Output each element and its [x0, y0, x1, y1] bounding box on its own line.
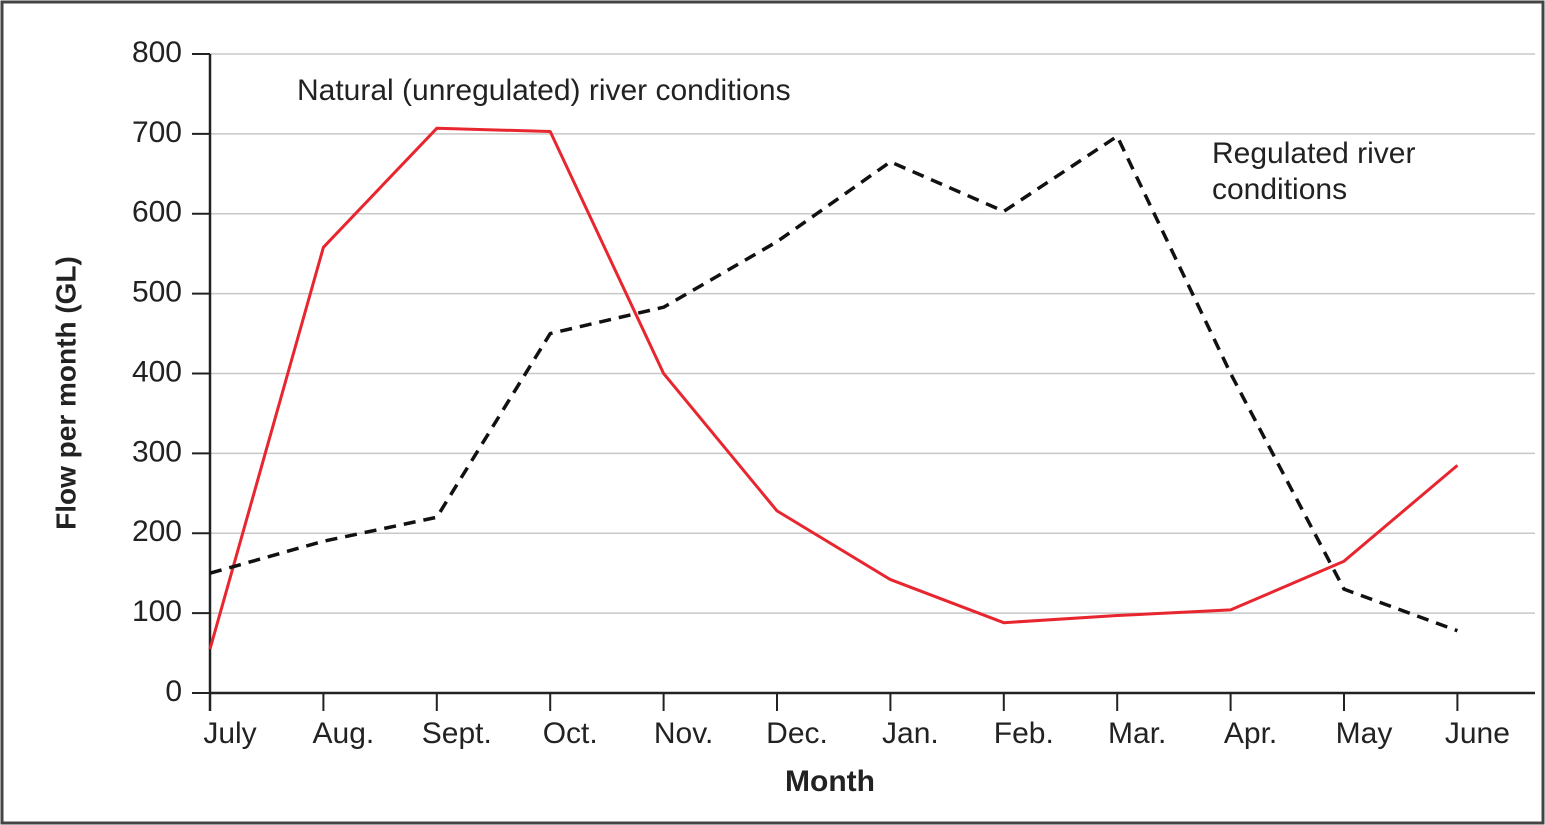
x-tick-label: Oct.: [543, 717, 598, 750]
x-tick-label: Jan.: [882, 717, 939, 750]
x-tick-label: July: [203, 717, 256, 750]
y-tick-label: 300: [132, 435, 182, 468]
x-axis-label: Month: [785, 765, 875, 798]
x-tick-label: Feb.: [994, 717, 1054, 750]
annotation: conditions: [1212, 173, 1347, 206]
y-tick-label: 400: [132, 355, 182, 388]
series-line: [209, 134, 1459, 633]
x-tick-label: Apr.: [1224, 717, 1277, 750]
y-tick-label: 200: [132, 515, 182, 548]
x-tick-label: Aug.: [313, 717, 375, 750]
x-tick-label: Nov.: [654, 717, 713, 750]
x-tick-label: Mar.: [1108, 717, 1166, 750]
y-tick-label: 500: [132, 276, 182, 309]
annotation: Regulated river: [1212, 137, 1415, 170]
x-tick-label: May: [1336, 717, 1393, 750]
annotation: Natural (unregulated) river conditions: [297, 74, 791, 107]
y-tick-label: 800: [132, 36, 182, 69]
y-tick-label: 100: [132, 595, 182, 628]
x-tick-label: June: [1445, 717, 1510, 750]
y-tick-label: 700: [132, 116, 182, 149]
y-tick-label: 0: [165, 675, 182, 708]
y-axis-label: Flow per month (GL): [50, 256, 81, 530]
y-tick-label: 600: [132, 196, 182, 229]
x-tick-label: Dec.: [766, 717, 828, 750]
x-tick-label: Sept.: [422, 717, 492, 750]
series-line: [208, 126, 1459, 650]
